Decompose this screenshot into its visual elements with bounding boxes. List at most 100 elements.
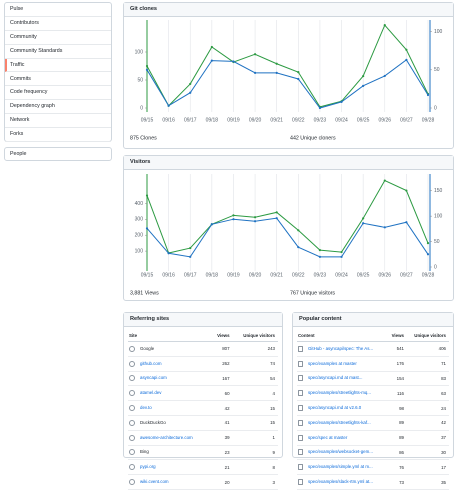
cell-text: 76 xyxy=(399,464,404,470)
cell-text: 71 xyxy=(441,361,446,367)
cell-text[interactable]: spec/examples/streetlights-kaf... xyxy=(308,420,371,426)
cell-text: 154 xyxy=(396,375,404,381)
row: spec/examples/websocket-gem... 86 30 xyxy=(297,445,449,461)
clones-panel: Git clones xyxy=(123,2,454,149)
icon xyxy=(298,449,303,456)
cell-text[interactable]: wiki.cvent.com xyxy=(140,479,169,485)
row: GitHub - asyncapi/spec: The As... 541 406 xyxy=(297,341,449,357)
cell-text: 89 xyxy=(399,420,404,426)
icon xyxy=(129,360,135,367)
cell: wiki.cvent.com xyxy=(128,474,212,490)
cell: asyncapi.com xyxy=(128,371,212,387)
panel-title: Visitors xyxy=(124,156,453,170)
cell-text: 42 xyxy=(441,420,446,426)
page: Pulse Contributors Community Community Stan… xyxy=(4,2,454,490)
cell: 23 xyxy=(211,445,233,461)
icon xyxy=(298,419,303,426)
cell-text: 35 xyxy=(441,479,446,485)
row: spec/examples/streetlights-mq... 116 63 xyxy=(297,385,449,402)
cell: 89 xyxy=(387,430,407,446)
column-header: Site xyxy=(128,329,212,342)
cell-text: 167 xyxy=(222,375,230,381)
cell-text: 262 xyxy=(222,361,230,367)
cell-text: 86 xyxy=(399,449,404,455)
row: pypi.org 21 8 xyxy=(128,459,278,476)
cell-text[interactable]: spec/examples/websocket-gem... xyxy=(308,449,373,455)
cell-text[interactable]: GitHub - asyncapi/spec: The As... xyxy=(308,346,374,352)
cell-text: 17 xyxy=(441,464,446,470)
visitors-panel: Visitors xyxy=(123,155,454,301)
cell-text[interactable]: pypi.org xyxy=(140,464,156,470)
row: DuckDuckGo 41 15 xyxy=(128,415,278,431)
cell-text[interactable]: spec/asyncapi.md at mast... xyxy=(308,375,363,381)
cell: spec/examples/websocket-gem... xyxy=(297,445,388,461)
row: atamel.dev 60 4 xyxy=(128,385,278,402)
row: spec/examples at master 176 71 xyxy=(297,356,449,372)
cell: 54 xyxy=(232,371,278,387)
cell-text[interactable]: spec/examples/simple.yml at m... xyxy=(308,464,373,470)
cell: 37 xyxy=(406,430,449,446)
header-row: Site Views Unique visitors xyxy=(128,329,278,342)
cell: spec/examples/slack-rtm.yml at... xyxy=(297,474,388,490)
cell-text[interactable]: github.com xyxy=(140,360,162,366)
icon xyxy=(129,449,135,456)
cell-text: 406 xyxy=(438,346,446,352)
cell-text[interactable]: spec/examples/streetlights-mq... xyxy=(308,390,371,396)
cell: 406 xyxy=(406,341,449,357)
sidebar-extra: People xyxy=(4,147,112,161)
nav-item[interactable]: Network xyxy=(5,114,111,129)
nav-item[interactable]: Community xyxy=(5,31,111,45)
cell: 35 xyxy=(406,474,449,490)
cell: 17 xyxy=(406,459,449,476)
column-header: Content xyxy=(297,329,388,342)
nav-item[interactable]: Forks xyxy=(5,128,111,142)
icon xyxy=(298,479,303,486)
cell: 1 xyxy=(232,430,278,446)
nav-item[interactable]: Code frequency xyxy=(5,86,111,101)
row: spec/asyncapi.md at mast... 154 83 xyxy=(297,371,449,387)
cell-text: 83 xyxy=(441,375,446,381)
cell-text[interactable]: dev.to xyxy=(140,405,152,411)
row: wiki.cvent.com 20 3 xyxy=(128,474,278,490)
cell-text[interactable]: spec/examples/slack-rtm.yml at... xyxy=(308,479,373,485)
cell: spec/examples at master xyxy=(297,356,388,372)
cell-text: 42 xyxy=(224,405,230,411)
cell-text[interactable]: atamel.dev xyxy=(140,390,162,396)
cell-text[interactable]: asyncapi.com xyxy=(140,375,167,381)
cell-text: 74 xyxy=(270,361,275,367)
cell: spec/examples/simple.yml at m... xyxy=(297,459,388,476)
row: spec/asyncapi.md at v2.6.0 98 24 xyxy=(297,400,449,416)
nav-item[interactable]: Traffic xyxy=(5,58,111,73)
cell: 76 xyxy=(387,459,407,476)
cell: 15 xyxy=(232,415,278,431)
cell-text: 39 xyxy=(224,435,230,441)
row: spec/examples/slack-rtm.yml at... 73 35 xyxy=(297,474,449,490)
icon xyxy=(129,434,135,441)
cell: 83 xyxy=(406,371,449,387)
icon xyxy=(129,345,135,352)
nav-item[interactable]: People xyxy=(10,151,27,157)
panel-title: Git clones xyxy=(124,3,453,17)
cell-text: 4 xyxy=(272,390,275,396)
cell: 86 xyxy=(387,445,407,461)
cell: spec/asyncapi.md at v2.6.0 xyxy=(297,400,388,416)
sidebar: Pulse Contributors Community Community Stan… xyxy=(4,2,112,142)
nav-item[interactable]: Dependency graph xyxy=(5,100,111,115)
cell: 39 xyxy=(211,430,233,446)
cell-text: 54 xyxy=(270,375,275,381)
icon xyxy=(129,405,135,412)
nav-item[interactable]: Pulse xyxy=(5,3,111,17)
cell: 42 xyxy=(406,415,449,431)
cell-text[interactable]: spec/examples at master xyxy=(308,360,357,366)
cell: Google xyxy=(128,341,212,357)
cell-text[interactable]: awesome-architecture.com xyxy=(140,434,193,440)
nav-item[interactable]: Contributors xyxy=(5,17,111,31)
table: Site Views Unique visitors Google 807 243 gith… xyxy=(128,329,278,490)
cell: 116 xyxy=(387,385,407,402)
nav-item[interactable]: Community Standards xyxy=(5,45,111,59)
cell-text[interactable]: spec/asyncapi.md at v2.6.0 xyxy=(308,405,362,411)
cell: DuckDuckGo xyxy=(128,415,212,431)
cell: 9 xyxy=(232,445,278,461)
cell-text[interactable]: spec/spec at master xyxy=(308,434,348,440)
nav-item[interactable]: Commits xyxy=(5,73,111,87)
